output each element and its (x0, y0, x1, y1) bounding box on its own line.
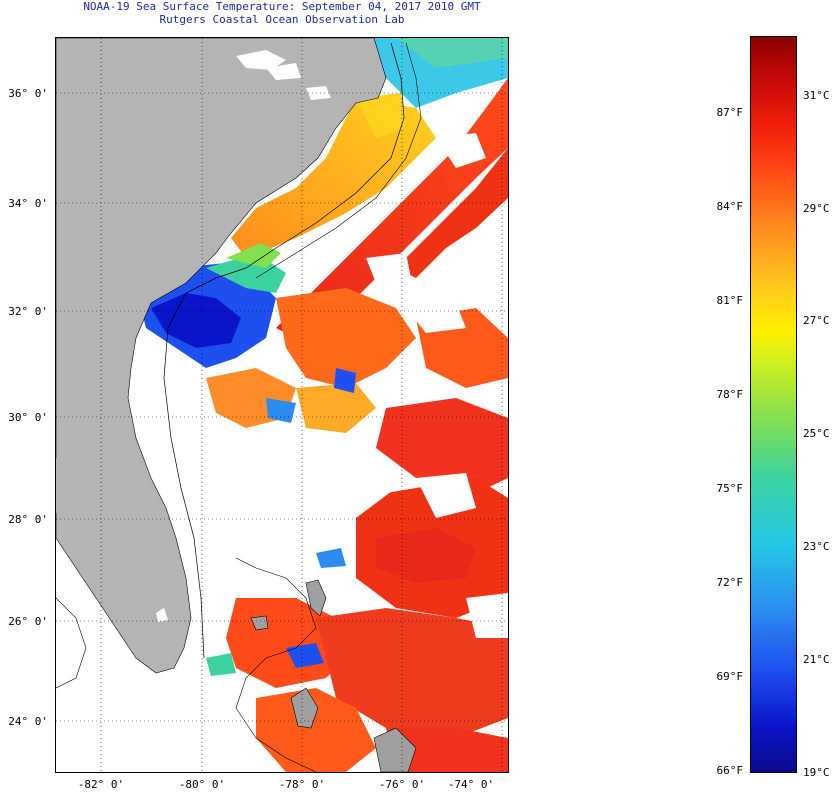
map-subtitle: Rutgers Coastal Ocean Observation Lab (159, 13, 405, 26)
lat-label-36: 36° 0' (8, 87, 48, 100)
lat-label-30: 30° 0' (8, 411, 48, 424)
colorbar-f-84: 84°F (716, 200, 744, 213)
temperature-colorbar (750, 36, 797, 773)
colorbar-f-78: 78°F (716, 388, 744, 401)
lon-label-78: -78° 0' (278, 778, 326, 791)
colorbar-c-25: 25°C (803, 427, 830, 440)
colorbar-f-69: 69°F (716, 670, 744, 683)
lat-label-24: 24° 0' (8, 715, 48, 728)
colorbar-c-27: 27°C (803, 314, 830, 327)
lat-label-28: 28° 0' (8, 513, 48, 526)
colorbar-f-72: 72°F (716, 576, 744, 589)
colorbar-c-29: 29°C (803, 202, 830, 215)
colorbar-f-87: 87°F (716, 106, 744, 119)
lon-label-82: -82° 0' (77, 778, 125, 791)
colorbar-f-66: 66°F (716, 764, 744, 777)
colorbar-f-81: 81°F (716, 294, 744, 307)
lon-label-74: -74° 0' (447, 778, 495, 791)
land-bahamas (305, 579, 327, 617)
gulf-stream (276, 78, 508, 338)
colorbar-c-19: 19°C (803, 766, 830, 779)
lat-label-34: 34° 0' (8, 197, 48, 210)
graticule (56, 38, 508, 772)
sst-map (55, 37, 509, 773)
colorbar-c-21: 21°C (803, 653, 830, 666)
land-usa (56, 38, 387, 674)
lon-label-76: -76° 0' (378, 778, 426, 791)
lon-label-80: -80° 0' (178, 778, 226, 791)
lat-label-26: 26° 0' (8, 615, 48, 628)
shelf-waters (231, 98, 436, 258)
colorbar-c-31: 31°C (803, 89, 830, 102)
map-title: NOAA-19 Sea Surface Temperature: Septemb… (83, 0, 481, 13)
lat-label-32: 32° 0' (8, 305, 48, 318)
colorbar-c-23: 23°C (803, 540, 830, 553)
colorbar-f-75: 75°F (716, 482, 744, 495)
